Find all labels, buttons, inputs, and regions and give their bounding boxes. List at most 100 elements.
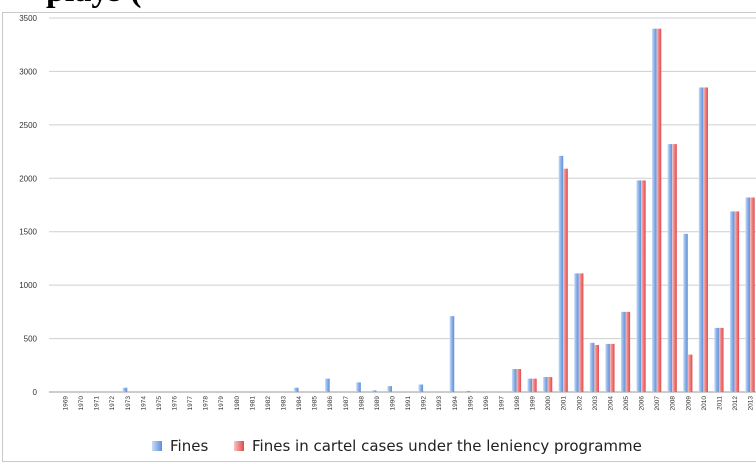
legend: Fines Fines in cartel cases under the le…: [0, 437, 756, 457]
bar-leniency-2004: [609, 343, 615, 392]
x-tick-label: 2006: [639, 396, 646, 411]
legend-label-fines: Fines: [170, 437, 209, 455]
bar-fines-2006: [636, 180, 642, 392]
bar-fines-1973: [122, 387, 128, 392]
y-tick-label: 1500: [19, 228, 37, 237]
bar-fines-1988: [356, 382, 361, 392]
x-tick-label: 1997: [498, 396, 505, 411]
x-tick-label: 1982: [265, 396, 272, 411]
y-tick-label: 3000: [19, 67, 37, 76]
x-tick-label: 2009: [685, 396, 692, 411]
bar-fines-1999: [527, 378, 533, 392]
x-tick-label: 2000: [545, 396, 552, 411]
x-tick-label: 1980: [234, 396, 241, 411]
bar-fines-2013: [745, 197, 751, 392]
x-tick-label: 1991: [405, 396, 412, 411]
x-tick-label: 1975: [156, 396, 163, 411]
bar-leniency-2006: [641, 180, 646, 392]
x-tick-label: 1988: [358, 396, 365, 411]
x-tick-label: 1992: [421, 396, 428, 411]
bar-fines-2008: [667, 144, 673, 392]
bar-fines-2005: [620, 311, 626, 392]
y-tick-label: 500: [24, 335, 38, 344]
bar-fines-1984: [293, 387, 299, 392]
x-tick-label: 2004: [607, 396, 614, 411]
gridlines: [49, 17, 756, 393]
x-tick-label: 1990: [389, 396, 396, 411]
bar-fines-2007: [652, 28, 657, 392]
bar-leniency-2009: [687, 354, 693, 392]
bar-leniency-2011: [718, 327, 724, 392]
legend-swatch-leniency: [234, 441, 244, 451]
cropped-title-fragment: plays (: [46, 0, 141, 10]
x-tick-label: 1995: [467, 396, 474, 411]
x-tick-label: 2012: [732, 396, 739, 411]
bar-leniency-2007: [656, 28, 662, 392]
x-tick-label: 1987: [343, 396, 350, 411]
x-tick-label: 2010: [701, 396, 708, 411]
bar-leniency-2008: [672, 144, 677, 392]
x-tick-label: 2011: [716, 396, 723, 410]
bar-fines-1992: [418, 384, 424, 392]
bar-fines-1990: [387, 386, 392, 392]
bar-leniency-2005: [625, 311, 631, 392]
legend-item-leniency: Fines in cartel cases under the leniency…: [234, 437, 642, 455]
bar-leniency-2012: [734, 211, 740, 392]
x-tick-label: 1984: [296, 396, 303, 411]
y-tick-label: 1000: [19, 281, 37, 290]
bar-fines-2010: [698, 87, 704, 392]
bar-fines-2012: [729, 211, 735, 392]
x-tick-label: 1973: [125, 396, 132, 411]
x-tick-label: 1974: [140, 396, 147, 411]
x-tick-label: 1989: [374, 396, 381, 411]
bar-leniency-2010: [703, 87, 708, 392]
bar-leniency-2001: [563, 168, 568, 392]
x-tick-label: 1978: [203, 396, 210, 411]
bar-leniency-2002: [578, 273, 584, 392]
bar-fines-1998: [511, 369, 517, 392]
bar-leniency-1998: [516, 369, 522, 392]
x-tick-label: 1985: [312, 396, 319, 411]
bar-fines-2004: [605, 343, 610, 392]
y-axis-ticks: 0 500 1000 1500 2000 2500 3000 3500: [19, 14, 37, 397]
y-tick-label: 3500: [19, 14, 37, 23]
y-tick-label: 0: [33, 388, 38, 397]
x-tick-label: 1979: [218, 396, 225, 411]
bar-leniency-2000: [547, 377, 553, 392]
legend-item-fines: Fines: [152, 437, 208, 455]
x-tick-label: 1994: [452, 396, 459, 411]
bar-leniency-1999: [532, 378, 537, 392]
bar-fines-1989: [371, 390, 377, 392]
x-tick-label: 1998: [514, 396, 521, 411]
bar-fines-2001: [558, 155, 564, 392]
x-tick-label: 1970: [78, 396, 85, 411]
x-tick-label: 1981: [249, 396, 256, 411]
x-tick-label: 1983: [280, 396, 287, 411]
x-tick-label: 2003: [592, 396, 599, 411]
bars: [122, 28, 755, 392]
bar-fines-1986: [325, 378, 330, 392]
x-tick-label: 1976: [171, 396, 178, 411]
x-tick-label: 2013: [748, 396, 755, 411]
bar-fines-1995: [465, 390, 470, 392]
x-tick-label: 1986: [327, 396, 334, 411]
y-tick-label: 2000: [19, 174, 37, 183]
x-tick-label: 1993: [436, 396, 443, 411]
chart-frame: [2, 12, 756, 462]
legend-label-leniency: Fines in cartel cases under the leniency…: [252, 437, 642, 455]
bar-fines-2011: [714, 327, 719, 392]
x-tick-label: 2007: [654, 396, 661, 411]
x-tick-label: 2005: [623, 396, 630, 411]
bar-fines-2009: [683, 233, 688, 392]
x-tick-label: 1972: [109, 396, 116, 411]
bar-fines-2000: [543, 377, 548, 392]
x-tick-label: 1996: [483, 396, 490, 411]
x-tick-label: 1969: [63, 396, 70, 411]
x-tick-label: 1999: [530, 396, 537, 411]
y-tick-label: 2500: [19, 121, 37, 130]
bar-leniency-2013: [750, 197, 755, 392]
x-tick-label: 2008: [670, 396, 677, 411]
x-tick-label: 1971: [94, 396, 101, 411]
bar-fines-2003: [589, 342, 595, 392]
